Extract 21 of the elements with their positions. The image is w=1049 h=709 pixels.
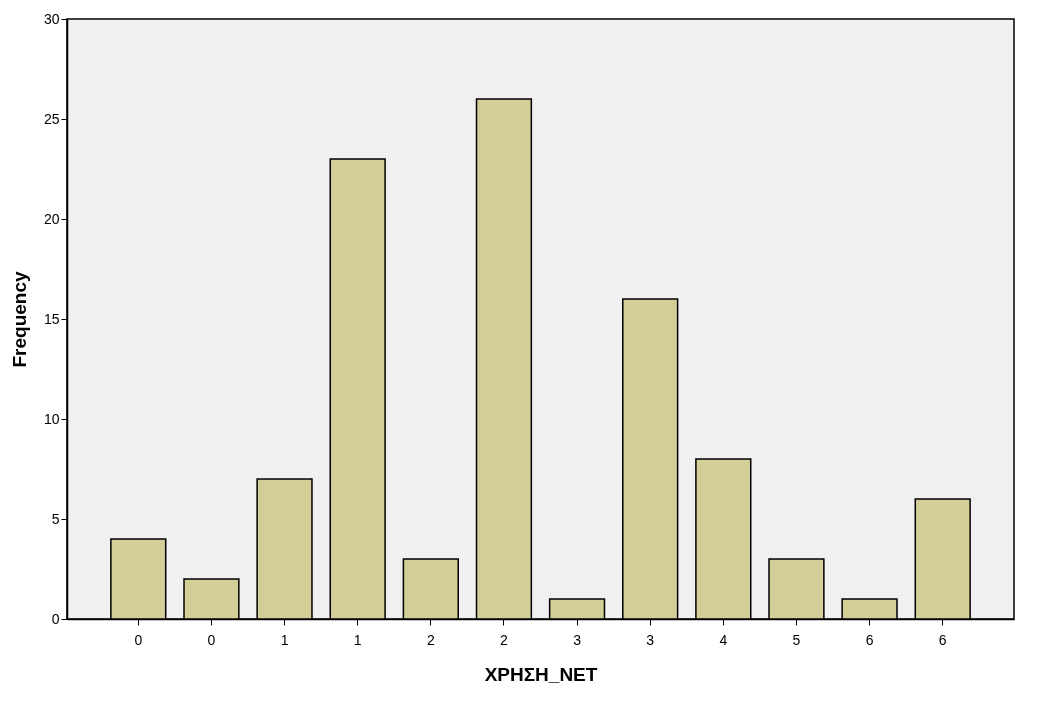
- y-tick-label: 0: [51, 610, 60, 627]
- x-tick-label: 6: [938, 631, 947, 648]
- x-tick-label: 4: [719, 631, 728, 648]
- x-tick-label: 5: [792, 631, 801, 648]
- x-axis-title: ΧΡΗΣΗ_ΝΕΤ: [484, 663, 598, 685]
- x-tick-label: 2: [500, 631, 509, 648]
- x-tick-label: 2: [426, 631, 435, 648]
- x-tick-label: 3: [646, 631, 655, 648]
- x-tick-label: 1: [353, 631, 362, 648]
- y-tick-label: 30: [43, 10, 60, 27]
- y-tick-label: 15: [43, 310, 60, 327]
- x-tick-label: 1: [280, 631, 289, 648]
- y-axis-title: Frequency: [8, 271, 30, 368]
- y-tick-label: 25: [43, 110, 60, 127]
- y-tick-label: 5: [51, 510, 60, 527]
- x-tick-label: 0: [207, 631, 216, 648]
- x-tick-label: 0: [134, 631, 143, 648]
- x-tick-label: 6: [865, 631, 874, 648]
- y-tick-label: 10: [43, 410, 60, 427]
- y-tick-label: 20: [43, 210, 60, 227]
- x-tick-label: 3: [573, 631, 582, 648]
